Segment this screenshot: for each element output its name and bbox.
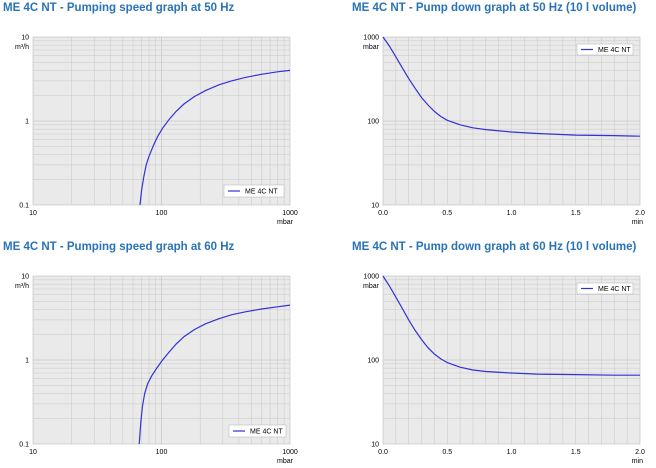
x-tick-label: 10 [29,210,37,217]
legend-label: ME 4C NT [250,429,283,436]
legend-box [228,424,287,438]
y-tick-label: 100 [367,119,379,126]
x-tick-label: 1.5 [571,449,581,456]
legend-box [576,43,634,56]
x-tick-label: 2.0 [635,210,645,217]
y-axis-unit: m³/h [15,283,29,290]
y-tick-label: 10 [371,203,379,210]
x-axis-unit: min [632,219,643,226]
x-tick-label: 100 [156,449,168,456]
chart-title-speed-60hz: ME 4C NT - Pumping speed graph at 60 Hz [3,241,235,253]
x-axis-unit: mbar [277,458,294,465]
x-axis-unit: mbar [277,219,294,226]
series-line [139,69,291,206]
y-tick-label: 10 [21,274,29,281]
y-tick-label: 1 [25,358,29,365]
x-tick-label: 1.0 [507,449,517,456]
y-axis-unit: mbar [363,44,380,51]
x-tick-label: 1.5 [571,210,581,217]
x-tick-label: 2.0 [635,449,645,456]
x-tick-label: 0.0 [378,449,388,456]
y-tick-label: 10 [371,442,379,449]
y-axis-unit: m³/h [15,44,29,51]
legend-label: ME 4C NT [598,47,631,54]
x-tick-label: 1000 [282,449,298,456]
series-line [138,304,291,445]
legend-label: ME 4C NT [598,286,631,293]
y-tick-label: 0.1 [19,203,29,210]
y-tick-label: 0.1 [19,442,29,449]
y-tick-label: 10 [21,35,29,42]
chart-title-speed-50hz: ME 4C NT - Pumping speed graph at 50 Hz [3,2,235,14]
x-tick-label: 0.5 [442,449,452,456]
x-tick-label: 1.0 [507,210,517,217]
chart-title-pumpdown-50hz: ME 4C NT - Pump down graph at 50 Hz (10 … [352,2,637,14]
x-tick-label: 1000 [282,210,298,217]
x-tick-label: 0.0 [378,210,388,217]
legend-label: ME 4C NT [245,189,278,196]
y-tick-label: 100 [367,358,379,365]
legend-box [223,184,285,198]
chart-title-pumpdown-60hz: ME 4C NT - Pump down graph at 60 Hz (10 … [352,241,637,253]
y-tick-label: 1000 [363,274,379,281]
y-tick-label: 1000 [363,35,379,42]
series-line [382,36,641,137]
y-axis-unit: mbar [363,283,380,290]
x-tick-label: 0.5 [442,210,452,217]
y-tick-label: 1 [25,119,29,126]
x-axis-unit: min [632,458,643,465]
x-tick-label: 100 [156,210,168,217]
series-line [382,275,640,376]
x-tick-label: 10 [29,449,37,456]
legend-box [576,282,634,295]
